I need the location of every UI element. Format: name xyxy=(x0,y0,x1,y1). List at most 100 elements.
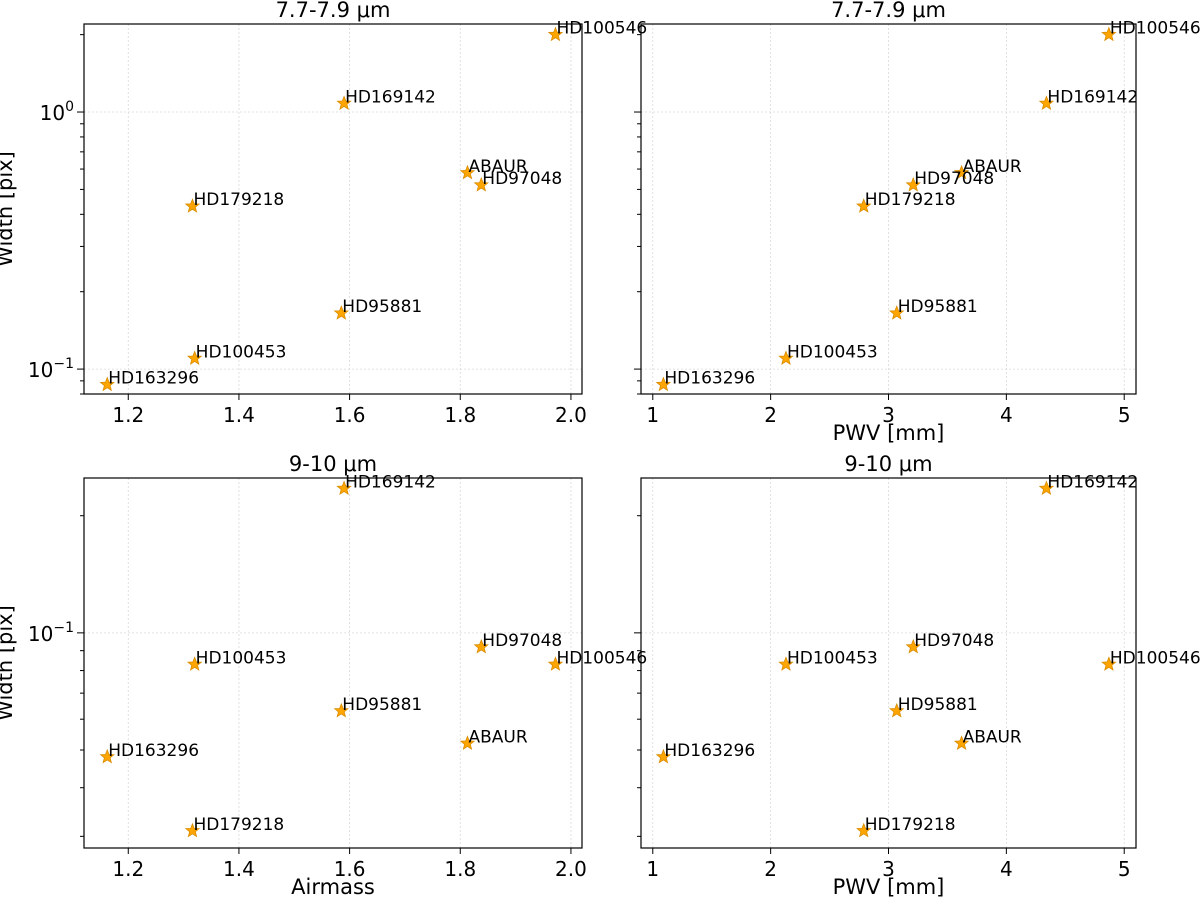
y-tick-label: 10−1 xyxy=(28,620,74,646)
data-point-HD97048 xyxy=(473,176,490,192)
point-label-HD179218: HD179218 xyxy=(193,190,284,210)
data-point-HD169142 xyxy=(1038,480,1055,496)
data-point-HD100546 xyxy=(547,656,564,671)
data-point-HD95881 xyxy=(333,702,350,718)
point-label-HD95881: HD95881 xyxy=(342,297,422,317)
data-point-HD163296 xyxy=(99,376,115,392)
point-label-HD169142: HD169142 xyxy=(1047,87,1138,107)
data-point-HD163296 xyxy=(655,376,672,392)
point-label-HD163296: HD163296 xyxy=(108,369,199,389)
x-tick-label: 2 xyxy=(764,403,777,427)
data-point-ABAUR xyxy=(459,164,476,180)
point-label-HD100453: HD100453 xyxy=(196,648,287,668)
data-point-HD100453 xyxy=(186,656,203,671)
y-axis-label: Width [pix] xyxy=(0,605,17,721)
point-label-HD163296: HD163296 xyxy=(664,741,755,761)
data-point-HD100546 xyxy=(1101,26,1117,42)
data-point-HD179218 xyxy=(184,822,201,838)
point-label-HD100453: HD100453 xyxy=(787,648,878,668)
point-label-HD163296: HD163296 xyxy=(664,369,755,389)
axes-frame xyxy=(83,23,583,395)
point-label-HD97048: HD97048 xyxy=(914,169,994,189)
data-point-HD95881 xyxy=(889,305,905,320)
panel-title: 7.7-7.9 μm xyxy=(276,0,391,22)
x-tick-label: 2.0 xyxy=(555,857,587,881)
data-point-HD100546 xyxy=(547,26,564,42)
panel-3: 1.2 1.4 1.6 1.8 2.0 10−1 9-10 μm Airmass Width [… xyxy=(0,452,647,897)
panel-2: 1 2 3 4 5 7.7-7.9 μm PWV [mm] HD100546 HD169142 A… xyxy=(634,0,1200,445)
x-tick-label: 5 xyxy=(1118,403,1131,427)
x-tick-label: 4 xyxy=(1000,403,1013,427)
y-tick-label: 10−1 xyxy=(28,356,74,382)
point-label-HD169142: HD169142 xyxy=(345,472,436,492)
x-tick-label: 1.4 xyxy=(223,857,255,881)
data-point-HD100453 xyxy=(186,350,203,366)
x-tick-label: 5 xyxy=(1118,857,1131,881)
data-point-ABAUR xyxy=(953,164,970,180)
data-point-HD95881 xyxy=(889,702,905,718)
point-label-HD97048: HD97048 xyxy=(482,631,562,651)
point-label-HD100453: HD100453 xyxy=(787,342,878,362)
point-label-HD97048: HD97048 xyxy=(482,169,562,189)
point-label-HD169142: HD169142 xyxy=(1047,472,1138,492)
point-label-HD100546: HD100546 xyxy=(1110,19,1200,39)
x-tick-label: 1.6 xyxy=(334,857,366,881)
data-point-HD163296 xyxy=(99,748,115,764)
data-point-HD97048 xyxy=(473,638,490,654)
panel-title: 7.7-7.9 μm xyxy=(831,0,946,22)
x-tick-label: 1.2 xyxy=(112,857,144,881)
panel-title: 9-10 μm xyxy=(844,452,932,476)
data-point-HD169142 xyxy=(1038,95,1055,111)
data-point-HD179218 xyxy=(856,822,872,838)
data-point-ABAUR xyxy=(459,735,476,750)
point-label-ABAUR: ABAUR xyxy=(963,727,1022,747)
point-label-HD179218: HD179218 xyxy=(865,815,956,835)
x-tick-label: 1.4 xyxy=(223,403,255,427)
x-tick-label: 1.8 xyxy=(444,403,476,427)
point-label-HD100546: HD100546 xyxy=(556,19,647,39)
data-point-HD97048 xyxy=(905,176,921,192)
panel-title: 9-10 μm xyxy=(289,452,377,476)
data-point-HD95881 xyxy=(333,305,350,320)
x-tick-label: 4 xyxy=(1000,857,1013,881)
data-point-HD169142 xyxy=(336,95,352,111)
point-label-ABAUR: ABAUR xyxy=(963,157,1022,177)
axes-frame xyxy=(83,477,583,849)
point-label-HD179218: HD179218 xyxy=(193,815,284,835)
data-point-HD179218 xyxy=(856,198,872,213)
data-point-HD100546 xyxy=(1101,656,1117,671)
data-point-HD100453 xyxy=(778,350,794,366)
data-point-HD169142 xyxy=(336,480,352,496)
y-axis-label: Width [pix] xyxy=(0,151,17,267)
x-tick-label: 3 xyxy=(882,403,895,427)
x-tick-label: 1 xyxy=(646,403,659,427)
x-tick-label: 1 xyxy=(646,857,659,881)
data-point-HD179218 xyxy=(184,198,201,213)
point-label-HD100546: HD100546 xyxy=(1110,648,1200,668)
data-point-HD163296 xyxy=(655,748,672,764)
x-tick-label: 2.0 xyxy=(555,403,587,427)
data-point-HD100453 xyxy=(778,656,794,671)
y-tick-label: 100 xyxy=(40,99,74,125)
point-label-HD179218: HD179218 xyxy=(865,190,956,210)
x-tick-label: 1.6 xyxy=(334,403,366,427)
panel-4: 1 2 3 4 5 9-10 μm PWV [mm] HD169142 HD97048 HD100… xyxy=(634,452,1200,897)
point-label-HD95881: HD95881 xyxy=(898,297,978,317)
x-axis-label: PWV [mm] xyxy=(833,875,945,897)
point-label-HD163296: HD163296 xyxy=(108,741,199,761)
point-label-HD95881: HD95881 xyxy=(898,695,978,715)
data-point-ABAUR xyxy=(953,735,970,750)
x-tick-label: 3 xyxy=(882,857,895,881)
point-label-HD97048: HD97048 xyxy=(914,631,994,651)
panel-1: 1.2 1.4 1.6 1.8 2.0 10−1 100 7.7-7.9 μm Width [p… xyxy=(0,0,647,427)
x-axis-label: PWV [mm] xyxy=(833,421,945,445)
point-label-HD100546: HD100546 xyxy=(556,648,647,668)
x-axis-label: Airmass xyxy=(291,875,375,897)
x-tick-label: 1.2 xyxy=(112,403,144,427)
data-point-HD97048 xyxy=(905,638,921,654)
x-tick-label: 1.8 xyxy=(444,857,476,881)
point-label-HD169142: HD169142 xyxy=(345,87,436,107)
point-label-HD100453: HD100453 xyxy=(196,342,287,362)
point-label-HD95881: HD95881 xyxy=(342,695,422,715)
